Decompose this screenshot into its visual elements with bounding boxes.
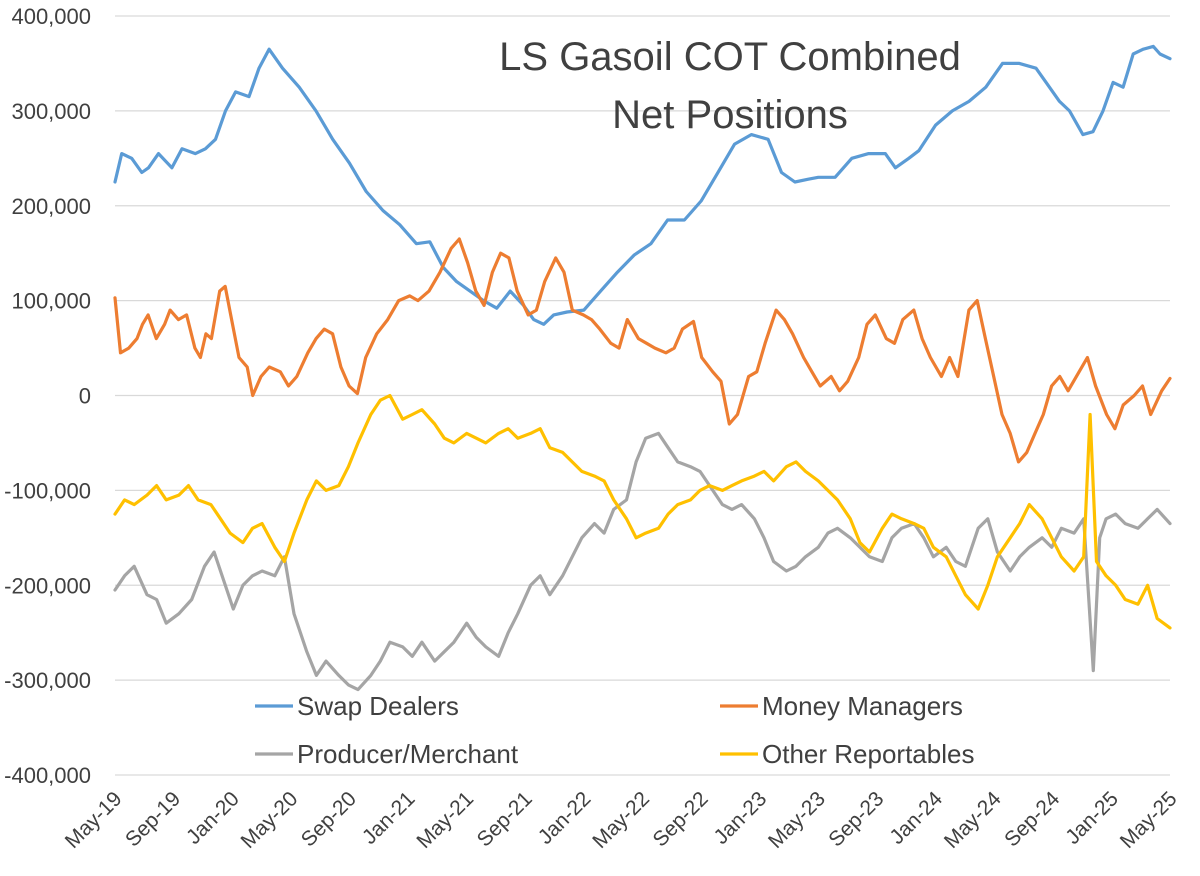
legend-label: Money Managers: [762, 691, 963, 721]
series-lines: [113, 44, 1172, 692]
x-tick-label: Jan-21: [358, 787, 420, 849]
legend: Swap Dealers Money Managers Producer/Merch…: [255, 691, 974, 769]
x-tick-label: May-24: [940, 787, 1006, 853]
x-tick-label: May-21: [412, 787, 478, 853]
y-axis-tick-labels: 400,000 300,000 200,000 100,000 0 -100,000 -20…: [4, 4, 91, 788]
y-tick-label: 200,000: [11, 194, 91, 219]
y-tick-label: 0: [79, 384, 91, 409]
x-tick-label: Jan-25: [1061, 787, 1123, 849]
y-tick-label: -300,000: [4, 668, 91, 693]
x-tick-label: Sep-22: [648, 787, 712, 851]
y-tick-label: 100,000: [11, 289, 91, 314]
chart-title-line-2: Net Positions: [612, 93, 848, 137]
y-tick-label: 300,000: [11, 99, 91, 124]
y-tick-label: -200,000: [4, 573, 91, 598]
gridlines: [115, 15, 1170, 776]
x-tick-label: Sep-24: [1000, 787, 1064, 851]
x-tick-label: May-22: [588, 787, 654, 853]
y-tick-label: 400,000: [11, 4, 91, 29]
x-tick-label: Sep-23: [824, 787, 888, 851]
x-tick-label: Jan-23: [710, 787, 772, 849]
x-tick-label: May-20: [237, 787, 303, 853]
x-axis-tick-labels: May-19Sep-19Jan-20May-20Sep-20Jan-21May-…: [61, 787, 1182, 853]
x-tick-label: May-25: [1116, 787, 1182, 853]
x-tick-label: Sep-21: [473, 787, 537, 851]
legend-label: Producer/Merchant: [297, 739, 519, 769]
x-tick-label: Jan-24: [885, 787, 947, 849]
x-tick-label: Sep-19: [121, 787, 185, 851]
x-tick-label: May-23: [764, 787, 830, 853]
series-line-money-managers: [113, 237, 1172, 464]
x-tick-label: Jan-20: [182, 787, 244, 849]
chart-title-line-1: LS Gasoil COT Combined: [499, 35, 961, 79]
series-line-other-reportables: [113, 393, 1172, 630]
x-tick-label: Sep-20: [297, 787, 361, 851]
y-tick-label: -100,000: [4, 478, 91, 503]
series-line-producer-merchant: [113, 431, 1172, 692]
x-tick-label: May-19: [61, 787, 127, 853]
y-tick-label: -400,000: [4, 763, 91, 788]
legend-label: Other Reportables: [762, 739, 974, 769]
x-tick-label: Jan-22: [534, 787, 596, 849]
series-line-swap-dealers: [113, 44, 1172, 326]
legend-label: Swap Dealers: [297, 691, 459, 721]
